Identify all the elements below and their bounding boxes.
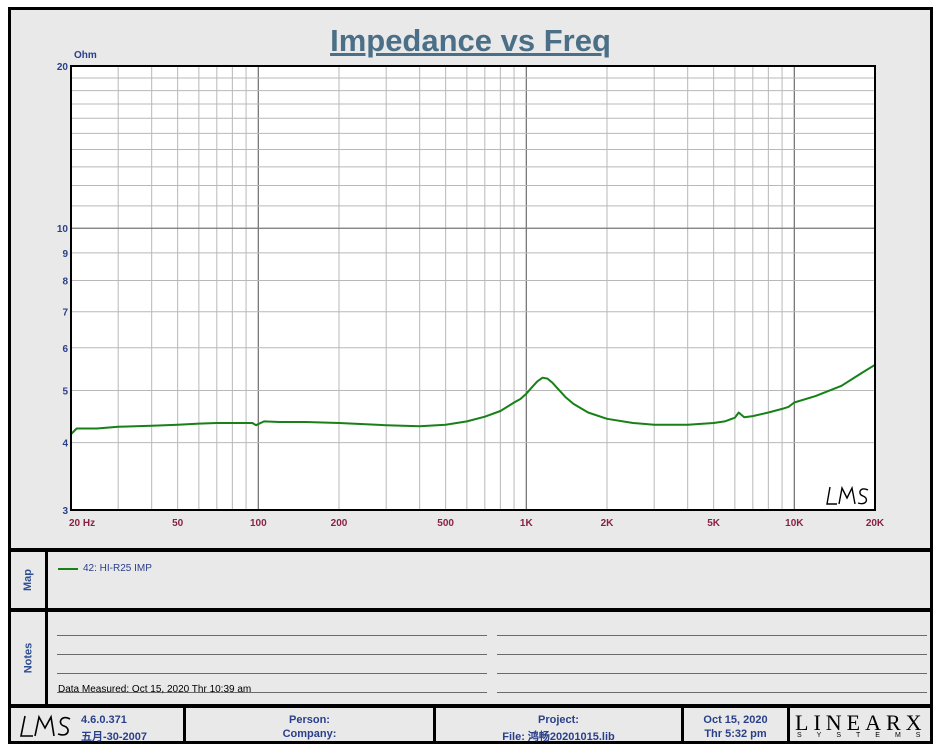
footer-divider <box>681 708 684 744</box>
map-label-text: Map <box>22 569 34 591</box>
linearx-logo: LINEARX SYSTEMS <box>791 710 929 742</box>
notes-label-text: Notes <box>22 642 34 674</box>
x-tick-label: 20 Hz <box>69 518 95 529</box>
legend-swatch <box>58 567 78 570</box>
notes-side-divider <box>45 612 48 704</box>
lms-logo <box>20 714 71 737</box>
x-tick-label: 2K <box>601 518 615 529</box>
footer-time: Thr 5:32 pm <box>704 728 767 740</box>
notes-line <box>497 654 927 655</box>
footer-divider <box>433 708 436 744</box>
impedance-chart: 20 Hz 50 100 200 500 1K 2K 5K 10K 20K 3 4 5 6 7 8 9 10 20 O… <box>57 50 885 529</box>
person-label: Person: <box>289 714 330 726</box>
y-tick-label: 6 <box>62 344 68 355</box>
build-date-text: 五月-30-2007 <box>81 731 148 743</box>
linearx-brand-text: LINEARX <box>795 710 927 735</box>
legend-entry: 42: HI-R25 IMP <box>58 563 152 574</box>
project-label: Project: <box>538 714 579 726</box>
y-tick-label: 3 <box>62 506 68 517</box>
x-tick-label: 1K <box>520 518 534 529</box>
notes-line <box>57 673 487 674</box>
grid <box>71 66 875 510</box>
map-side-divider <box>45 552 48 608</box>
x-tick-label: 5K <box>707 518 721 529</box>
section-divider-notes <box>11 608 930 612</box>
series-line-impedance <box>70 363 876 435</box>
x-tick-label: 100 <box>250 518 267 529</box>
x-tick-label: 50 <box>172 518 184 529</box>
plot-border <box>70 65 876 511</box>
section-divider-footer <box>11 704 930 708</box>
linearx-sub-text: SYSTEMS <box>797 732 936 739</box>
y-tick-label: 7 <box>62 308 68 319</box>
axis-labels: 20 Hz 50 100 200 500 1K 2K 5K 10K 20K 3 4 5 6 7 8 9 10 20 O… <box>57 50 885 529</box>
y-tick-label: 10 <box>57 224 69 235</box>
data-measured-text: Data Measured: Oct 15, 2020 Thr 10:39 am <box>58 684 252 695</box>
version-text: 4.6.0.371 <box>81 714 127 726</box>
chart-panel: Impedance vs Freq 20 Hz 50 100 200 500 1K 2K 5K… <box>11 10 930 548</box>
notes-line <box>497 692 927 693</box>
file-label: File: 鸿畅20201015.lib <box>502 731 615 743</box>
notes-line <box>497 673 927 674</box>
footer-date: Oct 15, 2020 <box>703 714 768 726</box>
notes-line <box>57 654 487 655</box>
notes-line <box>57 635 487 636</box>
plot-background <box>71 66 875 510</box>
x-tick-label: 10K <box>785 518 804 529</box>
notes-line <box>57 692 487 693</box>
notes-line <box>497 635 927 636</box>
y-tick-label: 4 <box>62 439 68 450</box>
chart-title: Impedance vs Freq <box>330 23 611 58</box>
x-tick-label: 20K <box>866 518 885 529</box>
map-side-label: Map <box>11 552 45 608</box>
lms-watermark-logo <box>826 485 869 505</box>
y-tick-label: 9 <box>62 249 68 260</box>
report-frame: Impedance vs Freq 20 Hz 50 100 200 500 1K 2K 5K… <box>8 7 933 744</box>
footer-divider <box>183 708 186 744</box>
section-divider-map <box>11 548 930 552</box>
y-tick-label: 20 <box>57 62 69 73</box>
legend-label: 42: HI-R25 IMP <box>83 563 152 574</box>
notes-side-label: Notes <box>11 612 45 704</box>
x-tick-label: 200 <box>331 518 348 529</box>
y-tick-label: 8 <box>62 276 68 287</box>
y-axis-label: Ohm <box>74 50 97 61</box>
company-label: Company: <box>282 728 337 740</box>
footer-divider <box>787 708 790 744</box>
x-tick-label: 500 <box>437 518 454 529</box>
y-tick-label: 5 <box>62 386 68 397</box>
series-layer <box>70 363 876 435</box>
